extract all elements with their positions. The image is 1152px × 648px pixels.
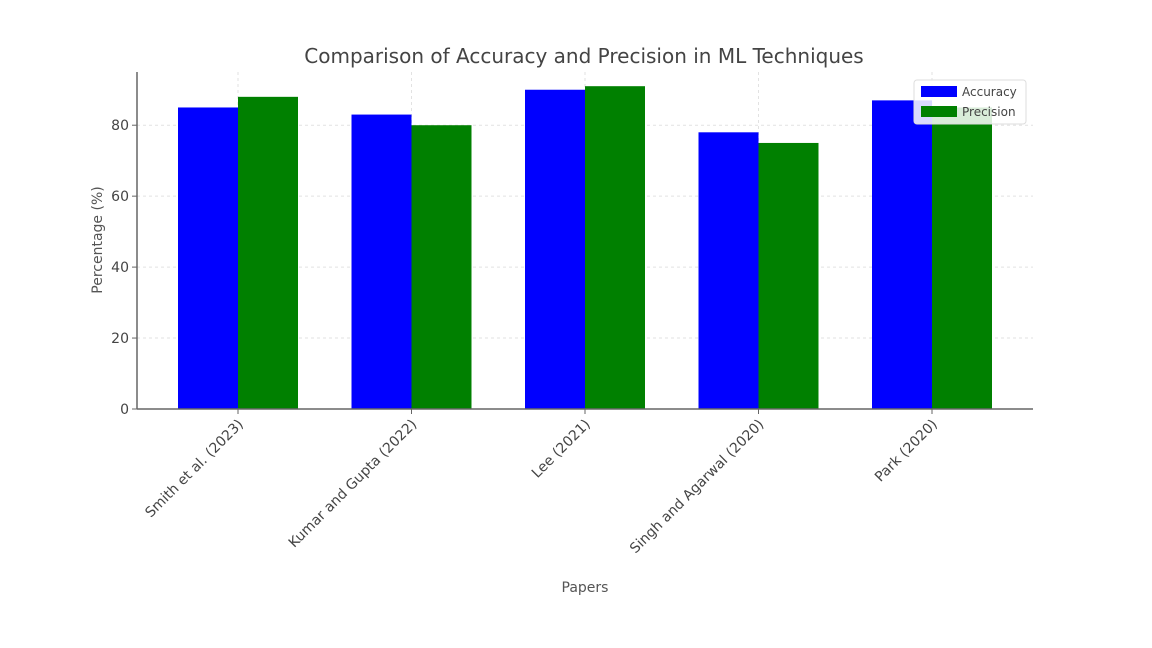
- x-tick-label: Park (2020): [872, 417, 941, 486]
- chart-title: Comparison of Accuracy and Precision in …: [304, 44, 863, 68]
- y-tick-label: 20: [111, 331, 129, 347]
- bar-accuracy: [351, 114, 412, 409]
- bar-accuracy: [872, 100, 932, 410]
- x-ticks: Smith et al. (2023) Kumar and Gupta (2022…: [142, 409, 941, 557]
- legend-swatch-precision: [921, 106, 957, 117]
- legend-label-accuracy: Accuracy: [962, 85, 1017, 99]
- legend: Accuracy Precision: [913, 79, 1027, 125]
- y-tick-label: 80: [111, 118, 129, 134]
- x-tick-label: Singh and Agarwal (2020): [627, 417, 767, 557]
- x-tick-label: Lee (2021): [529, 417, 594, 482]
- bar-precision: [238, 96, 298, 410]
- y-axis-label: Percentage (%): [90, 186, 106, 293]
- legend-label-precision: Precision: [962, 105, 1016, 119]
- bar-accuracy: [178, 107, 238, 409]
- x-tick-label: Smith et al. (2023): [142, 417, 246, 521]
- bar-accuracy: [525, 89, 585, 409]
- bar-precision: [411, 125, 472, 410]
- y-tick-label: 40: [111, 260, 129, 276]
- bar-precision: [585, 86, 645, 409]
- y-tick-label: 0: [120, 402, 129, 418]
- y-tick-label: 60: [111, 189, 129, 205]
- y-ticks: 0 20 40 60 80: [111, 118, 137, 418]
- x-tick-label: Kumar and Gupta (2022): [286, 417, 421, 552]
- bar-accuracy: [698, 132, 759, 409]
- bars: [178, 86, 992, 410]
- legend-swatch-accuracy: [921, 86, 957, 97]
- x-axis-label: Papers: [562, 580, 609, 596]
- bar-precision: [932, 107, 992, 409]
- bar-precision: [758, 142, 819, 409]
